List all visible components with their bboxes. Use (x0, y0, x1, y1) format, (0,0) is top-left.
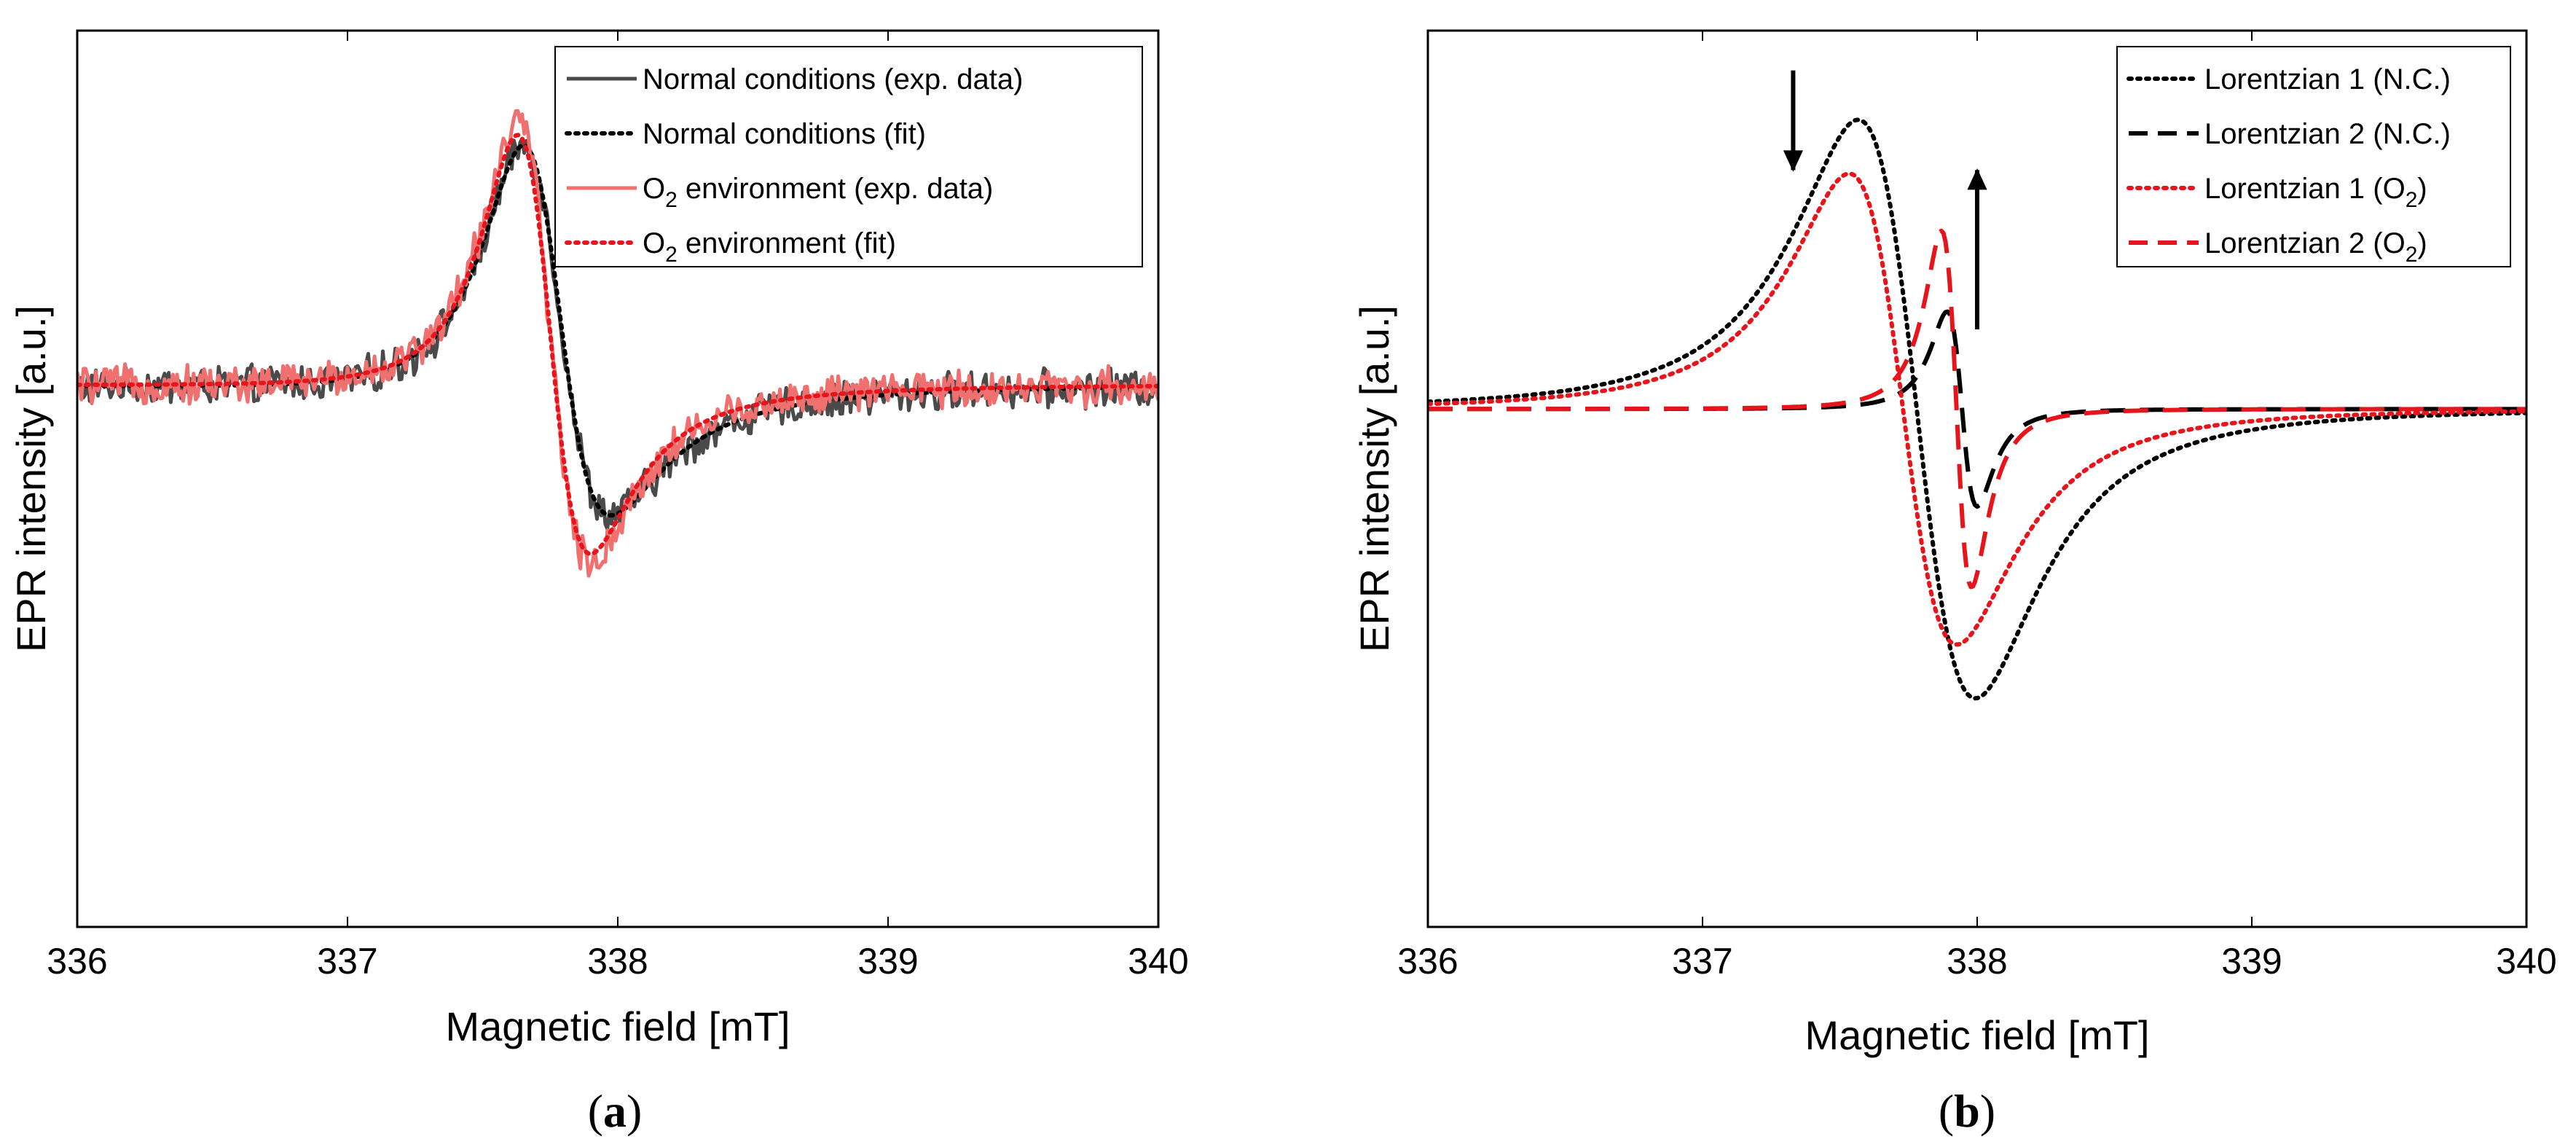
x-tick-label: 340 (2496, 941, 2556, 982)
series-line-2 (77, 143, 1158, 518)
legend-label-2: Normal conditions (fit) (643, 118, 926, 150)
panel-b-xlabel: Magnetic field [mT] (1805, 1012, 2149, 1058)
panel-a-legend: Normal conditions (exp. data) Normal cond… (554, 46, 1143, 267)
x-tick-label: 336 (47, 941, 107, 982)
panel-a-ylabel: EPR intensity [a.u.] (8, 305, 54, 652)
x-tick-label: 338 (587, 941, 648, 982)
x-tick-label: 340 (1128, 941, 1188, 982)
down-arrow-head (1783, 150, 1803, 172)
x-tick-label: 337 (1672, 941, 1732, 982)
x-tick-label: 337 (317, 941, 377, 982)
panel-b-legend: Lorentzian 1 (N.C.) Lorentzian 2 (N.C.) Lo… (2116, 46, 2511, 267)
panel-a: 336 337 338 339 340 Magnetic field [mT] EPR … (8, 29, 1189, 1137)
panel-a-label: (a) (588, 1085, 643, 1137)
panel-b: 336 337 338 339 340 Magnetic field [mT] EPR … (1351, 29, 2557, 1137)
x-tick-label: 336 (1397, 941, 1458, 982)
series-line-4 (1428, 228, 2526, 590)
legend-label-4: Lorentzian 2 (O2) (2204, 227, 2427, 267)
legend-label-3: O2 environment (exp. data) (643, 173, 993, 212)
legend-label-2: Lorentzian 2 (N.C.) (2204, 118, 2451, 150)
legend-label-1: Normal conditions (exp. data) (643, 63, 1023, 95)
panel-b-ylabel: EPR intensity [a.u.] (1351, 305, 1397, 652)
panel-b-annotations (1783, 70, 1987, 329)
series-line-3 (77, 109, 1158, 578)
panel-b-curves (1428, 117, 2526, 701)
x-tick-label: 338 (1947, 941, 2007, 982)
series-line-4 (77, 133, 1158, 556)
panel-b-label-letter: b (1954, 1085, 1980, 1137)
legend-label-3: Lorentzian 1 (O2) (2204, 173, 2427, 212)
panel-b-label: (b) (1939, 1085, 1995, 1137)
series-line-3 (1428, 171, 2526, 647)
up-arrow-head (1967, 168, 1987, 190)
x-tick-label: 339 (2221, 941, 2282, 982)
panel-b-legend-box (2116, 46, 2511, 267)
legend-label-4: O2 environment (fit) (643, 227, 896, 267)
panel-a-curves (77, 109, 1158, 578)
panel-b-ticks: 336 337 338 339 340 (1397, 31, 2557, 982)
panel-a-legend-box (554, 46, 1143, 267)
panel-a-label-letter: a (603, 1085, 627, 1137)
x-tick-label: 339 (857, 941, 918, 982)
series-line-1 (1428, 117, 2526, 701)
legend-label-1: Lorentzian 1 (N.C.) (2204, 63, 2451, 95)
panel-a-xlabel: Magnetic field [mT] (445, 1003, 790, 1049)
panel-a-ticks: 336 337 338 339 340 (47, 31, 1189, 982)
